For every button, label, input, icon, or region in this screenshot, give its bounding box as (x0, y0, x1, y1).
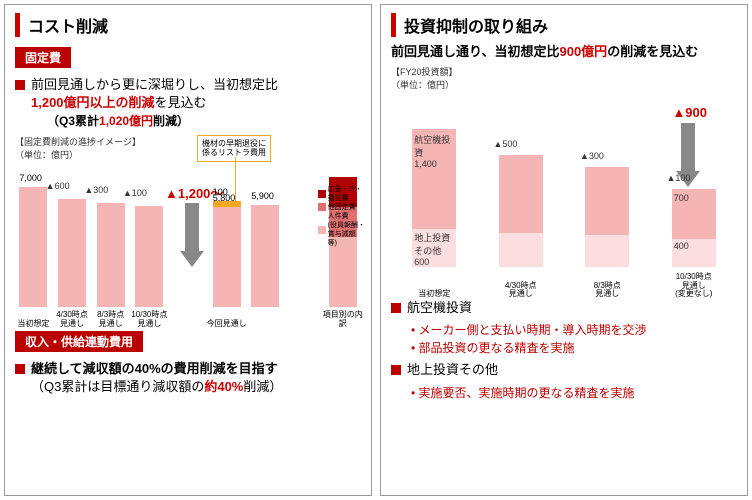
bar-group: ▲3008/3時点 見通し (574, 167, 641, 267)
chart2-caption: 【FY20投資額】 （単位：億円） (391, 65, 737, 91)
left-panel: コスト削減 固定費 前回見通しから更に深堀りし、当初想定比 1,200億円以上の… (4, 4, 372, 496)
right-panel: 投資抑制の取り組み 前回見通し通り、当初想定比900億円の削減を見込む 【FY2… (380, 4, 748, 496)
bar-group: 5,900 (247, 205, 284, 307)
right-summary: 前回見通し通り、当初想定比900億円の削減を見込む (391, 43, 737, 61)
bar-group: ▲3008/3時点 見通し (92, 203, 129, 307)
sec2-title: 地上投資その他 (391, 361, 737, 379)
chart1-note: 機材の早期退役に 係るリストラ費用 (197, 135, 271, 162)
bar-group: 5,800100今回見通し (208, 207, 245, 307)
bullet-1: 前回見通しから更に深堀りし、当初想定比 1,200億円以上の削減を見込む （Q3… (15, 76, 361, 131)
chart1-caption: 【固定費削減の進捗イメージ】 （単位：億円） (15, 135, 361, 161)
sub-bullet: 部品投資の更なる精査を実施 (411, 339, 737, 357)
bar-group: ▲10010/30時点 見通し (131, 206, 168, 307)
bar-group: 航空機投資 1,400地上投資 その他 600当初想定 (401, 129, 468, 267)
bar-group: ▲6004/30時点 見通し (54, 199, 91, 307)
bar-group: 7,000当初想定 (15, 187, 52, 307)
legend-item: 人件費 (役員報酬・ 賞与減額 等) (318, 212, 365, 248)
legend-item: 広告・IT・ 委託費 (318, 185, 365, 203)
bullet-2: 継続して減収額の40%の費用削減を目指す （Q3累計は目標通り減収額の約40%削… (15, 360, 361, 396)
sub-bullet: 実施要否、実施時期の更なる精査を実施 (411, 384, 737, 402)
tag-fixed-cost: 固定費 (15, 47, 71, 68)
bar-group: 700400▲10010/30時点 見通し (変更なし) (661, 189, 728, 267)
sec1-title: 航空機投資 (391, 299, 737, 317)
chart1-legend: 広告・IT・ 委託費他固定費人件費 (役員報酬・ 賞与減額 等) (318, 185, 365, 249)
chart1: 機材の早期退役に 係るリストラ費用 ▲1,200～ 7,000当初想定▲6004… (15, 165, 361, 325)
tag-variable-cost: 収入・供給連動費用 (15, 331, 143, 352)
chart2: ▲900 航空機投資 1,400地上投資 その他 600当初想定▲5004/30… (391, 95, 737, 295)
legend-item: 他固定費 (318, 203, 365, 212)
bar-group: ▲5004/30時点 見通し (488, 155, 555, 267)
sub-bullet: メーカー側と支払い時期・導入時期を交渉 (411, 321, 737, 339)
right-title: 投資抑制の取り組み (391, 13, 737, 37)
left-title: コスト削減 (15, 13, 361, 37)
